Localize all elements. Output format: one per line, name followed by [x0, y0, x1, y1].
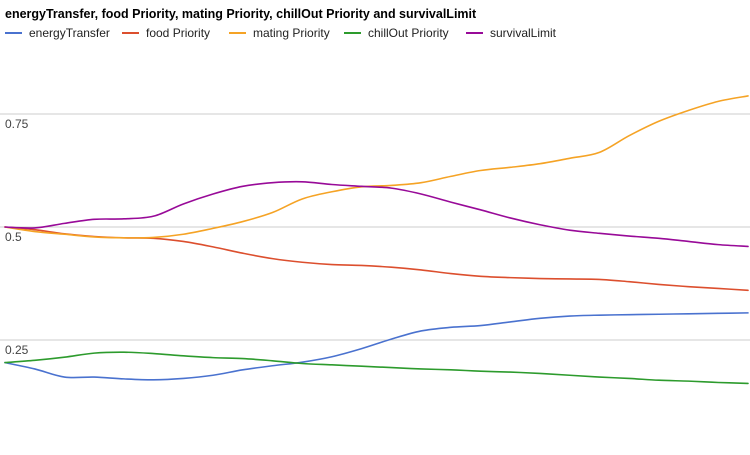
legend-item-chillout-priority: chillOut Priority [344, 26, 449, 40]
y-axis-ticks: 0.25 0.5 0.75 [5, 117, 29, 357]
legend-item-survivallimit: survivalLimit [466, 26, 557, 40]
y-tick-label: 0.75 [5, 117, 29, 131]
legend-label: food Priority [146, 26, 210, 40]
legend-label: energyTransfer [29, 26, 110, 40]
y-tick-label: 0.5 [5, 230, 22, 244]
series-line-chillout-priority [4, 351, 749, 385]
series-line-mating-priority [4, 95, 749, 239]
series-lines [4, 95, 749, 385]
legend: energyTransfer food Priority mating Priori… [5, 26, 557, 40]
legend-label: survivalLimit [490, 26, 557, 40]
legend-label: chillOut Priority [368, 26, 449, 40]
legend-item-mating-priority: mating Priority [229, 26, 330, 40]
legend-label: mating Priority [253, 26, 330, 40]
series-line-energytransfer [4, 312, 749, 381]
chart-title: energyTransfer, food Priority, mating Pr… [5, 7, 477, 21]
legend-item-food-priority: food Priority [122, 26, 210, 40]
series-line-survivallimit [4, 180, 749, 248]
legend-item-energytransfer: energyTransfer [5, 26, 110, 40]
gridlines [0, 113, 750, 341]
y-tick-label: 0.25 [5, 343, 29, 357]
